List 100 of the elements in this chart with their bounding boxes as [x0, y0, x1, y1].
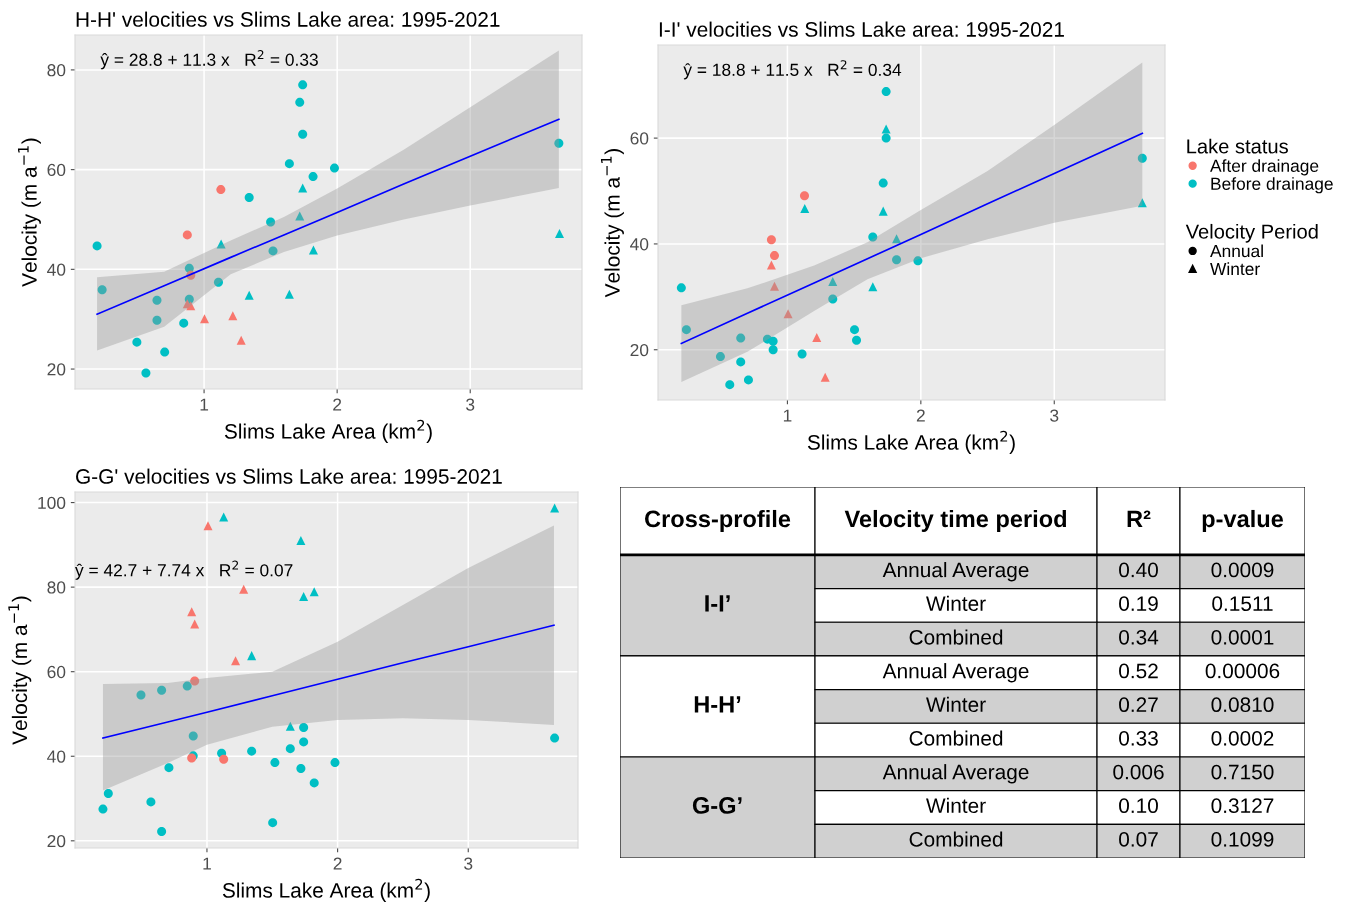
point [141, 368, 151, 378]
point [298, 129, 308, 139]
x-axis-title: Slims Lake Area (km$^{2}$) [224, 419, 432, 443]
x-tick-label: 1 [200, 398, 209, 411]
point [550, 503, 560, 513]
text: 0.10 [1119, 798, 1158, 814]
point [878, 206, 888, 216]
point [219, 754, 229, 764]
text: 0.0810 [1211, 697, 1274, 713]
point [743, 375, 753, 385]
point [892, 234, 902, 244]
y-tick-label: 60 [47, 665, 66, 679]
point [92, 241, 102, 251]
y-tick-label: 20 [47, 834, 66, 848]
x-tick-label: 1 [783, 409, 792, 422]
point [550, 733, 560, 743]
point [766, 235, 776, 245]
text: 0.00006 [1205, 663, 1280, 679]
x-tick-label: 3 [466, 398, 475, 411]
y-tick-label: 40 [47, 750, 66, 763]
text: 0.34 [1119, 629, 1159, 645]
point [715, 352, 725, 362]
y-tick-label: 20 [630, 343, 649, 357]
point [164, 763, 174, 773]
point [296, 764, 306, 774]
point [800, 191, 809, 201]
point [97, 285, 107, 295]
annotation: ŷ = 28.8 + 11.3 x R$^{2}$ = 0.33 [100, 50, 318, 70]
point [820, 372, 830, 382]
text: 0.7150 [1211, 764, 1274, 780]
point [309, 778, 319, 788]
line-series [680, 132, 1144, 345]
point [247, 746, 257, 756]
text: Annual Average [882, 764, 1029, 784]
text: Combined [909, 730, 1003, 746]
x-tick-label: 2 [916, 409, 925, 422]
point [881, 133, 891, 143]
point [239, 584, 249, 594]
point [308, 245, 318, 255]
point [284, 289, 294, 299]
text: 0.3127 [1211, 798, 1274, 814]
point [329, 163, 339, 173]
text: Winter [926, 595, 986, 611]
y-axis-title: Velocity (m a$^{−1}$) [8, 596, 32, 745]
point [157, 685, 167, 695]
chart-title: I-I' velocities vs Slims Lake area: 1995-2021 [659, 21, 1064, 37]
point [296, 536, 306, 546]
text: 0.33 [1119, 730, 1158, 746]
point [284, 159, 294, 169]
x-tick-label: 1 [203, 857, 211, 870]
point [868, 232, 878, 242]
point [285, 744, 295, 754]
point [203, 521, 213, 531]
point [783, 309, 793, 319]
point [768, 345, 778, 355]
point [828, 276, 838, 286]
point [188, 731, 198, 741]
point [913, 256, 923, 266]
point [850, 325, 860, 335]
point [769, 251, 779, 261]
y-tick-label: 20 [47, 363, 66, 376]
text: Combined [909, 629, 1003, 645]
y-tick-label: 60 [630, 132, 649, 145]
point [244, 290, 254, 300]
text: Winter [926, 797, 986, 814]
point [270, 758, 280, 768]
y-tick-label: 80 [47, 581, 66, 594]
legend-label: After drainage [1210, 159, 1319, 176]
point [1137, 153, 1147, 163]
text: p-value [1202, 509, 1284, 532]
text: 0.006 [1113, 764, 1164, 780]
x-tick-label: 2 [333, 398, 342, 411]
point [676, 283, 686, 293]
point [800, 203, 810, 213]
point [554, 138, 564, 148]
annotation: ŷ = 18.8 + 11.5 x R$^{2}$ = 0.34 [683, 60, 902, 80]
point [266, 217, 276, 227]
point [268, 246, 278, 256]
point [244, 193, 254, 203]
point [725, 380, 735, 390]
chart-title: G-G' velocities vs Slims Lake area: 1995-2021 [76, 468, 502, 484]
point [285, 721, 295, 731]
point [736, 357, 746, 367]
point [681, 325, 691, 335]
point [736, 333, 746, 343]
point [268, 818, 278, 828]
point [555, 228, 565, 238]
y-axis-title: Velocity (m a$^{−1}$) [17, 138, 41, 287]
point [182, 230, 192, 240]
point [878, 178, 888, 188]
text: G-G’ [692, 797, 742, 814]
point [213, 277, 223, 287]
point [299, 737, 309, 747]
point [247, 651, 257, 661]
point [132, 337, 142, 347]
text: Annual Average [882, 562, 1029, 582]
point [330, 758, 340, 768]
text: 0.19 [1119, 596, 1158, 611]
chart-title: H-H' velocities vs Slims Lake area: 1995-2021 [76, 11, 500, 27]
point [236, 335, 246, 345]
